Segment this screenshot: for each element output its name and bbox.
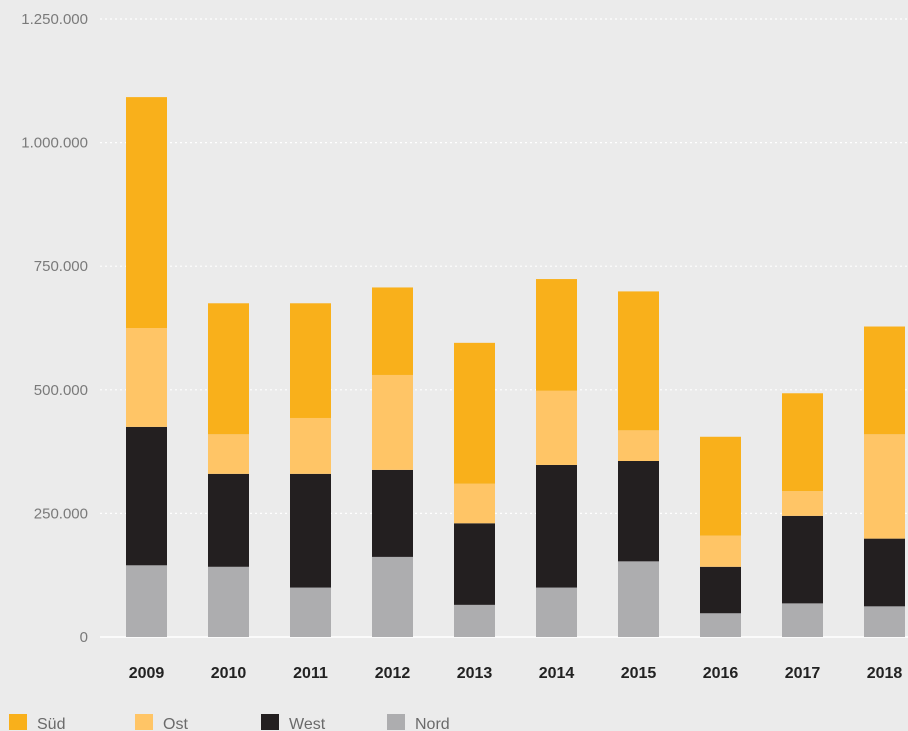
bar-segment-sd-2009 [126,97,167,328]
bar-segment-nord-2017 [782,603,823,637]
bar-segment-ost-2009 [126,328,167,427]
bar-segment-ost-2012 [372,374,413,470]
bar-segment-west-2017 [782,515,823,604]
x-tick-label-2017: 2017 [785,665,821,682]
bar-segment-nord-2014 [536,587,577,637]
bar-segment-nord-2012 [372,556,413,637]
bar-segment-nord-2010 [208,566,249,637]
x-tick-label-2016: 2016 [703,665,739,682]
y-tick-label: 500.000 [34,382,88,399]
x-tick-label-2014: 2014 [539,665,575,682]
bar-segment-west-2015 [618,460,659,562]
bar-segment-west-2012 [372,469,413,557]
legend-label-sd: Süd [37,716,65,731]
legend-label-nord: Nord [415,716,450,731]
legend-swatch-ost [135,714,153,730]
bar-segment-sd-2014 [536,279,577,391]
bar-segment-sd-2013 [454,342,495,484]
bar-segment-nord-2009 [126,565,167,637]
y-tick-label: 0 [80,629,88,646]
bar-segment-ost-2013 [454,483,495,524]
bar-segment-ost-2017 [782,491,823,516]
bar-segment-west-2011 [290,473,331,588]
x-tick-label-2009: 2009 [129,665,165,682]
x-tick-label-2012: 2012 [375,665,411,682]
x-tick-label-2010: 2010 [211,665,247,682]
bar-segment-ost-2011 [290,417,331,474]
legend-swatch-sd [9,714,27,730]
bar-segment-ost-2014 [536,390,577,465]
bar-segment-west-2014 [536,464,577,588]
bar-segment-west-2016 [700,566,741,614]
bar-segment-sd-2015 [618,291,659,431]
bar-segment-nord-2018 [864,606,905,637]
bar-segment-ost-2018 [864,434,905,539]
bar-segment-ost-2016 [700,535,741,567]
bar-segment-sd-2017 [782,393,823,492]
bar-segment-ost-2010 [208,434,249,474]
x-tick-label-2018: 2018 [867,665,903,682]
bar-segment-sd-2010 [208,303,249,435]
bar-segment-nord-2015 [618,561,659,637]
bar-segment-west-2010 [208,473,249,567]
bar-segment-west-2013 [454,523,495,605]
bar-segment-nord-2016 [700,613,741,637]
y-tick-label: 750.000 [34,258,88,275]
bar-segment-sd-2016 [700,436,741,536]
y-tick-label: 250.000 [34,505,88,522]
bar-segment-nord-2011 [290,587,331,637]
bar-segment-sd-2012 [372,287,413,375]
legend-swatch-west [261,714,279,730]
bar-segment-west-2018 [864,538,905,607]
y-tick-label: 1.000.000 [21,135,88,152]
legend-label-ost: Ost [163,716,188,731]
legend-label-west: West [289,716,326,731]
x-tick-label-2015: 2015 [621,665,657,682]
y-tick-label: 1.250.000 [21,11,88,28]
bar-segment-sd-2018 [864,326,905,435]
x-tick-label-2011: 2011 [293,665,328,682]
bar-segment-sd-2011 [290,303,331,418]
legend-swatch-nord [387,714,405,730]
bar-segment-ost-2015 [618,430,659,461]
bar-segment-west-2009 [126,426,167,566]
x-tick-label-2013: 2013 [457,665,493,682]
bar-segment-nord-2013 [454,604,495,637]
